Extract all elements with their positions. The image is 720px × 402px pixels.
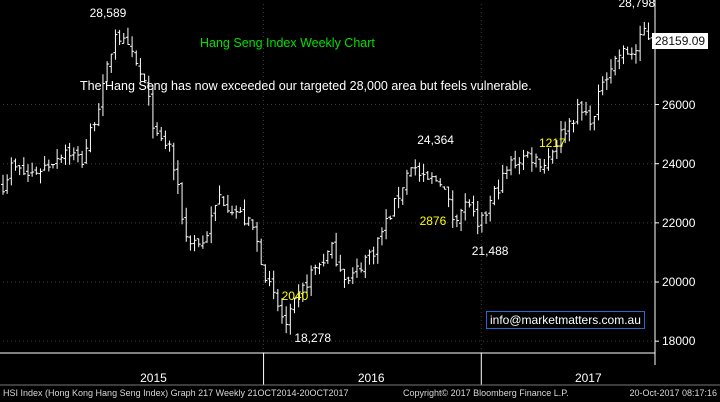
axes <box>0 0 720 386</box>
last-value-label: 28159.09 <box>652 32 709 49</box>
chart-subtitle: The Hang Seng has now exceeded our targe… <box>80 79 532 93</box>
gridlines <box>3 4 655 353</box>
price-annotation: 24,364 <box>417 132 454 147</box>
y-tick-label: 18000 <box>662 334 696 349</box>
price-annotation: 28,589 <box>89 5 127 20</box>
price-bars <box>1 21 655 335</box>
footer-copyright: Copyright© 2017 Bloomberg Finance L.P. <box>403 388 569 398</box>
y-tick-label: 24000 <box>662 156 696 171</box>
price-annotation: 18,278 <box>294 330 332 345</box>
y-tick-label: 22000 <box>662 215 696 230</box>
callout-label: 2040 <box>281 288 309 303</box>
footer-timestamp: 20-Oct-2017 08:17:16 <box>629 388 717 398</box>
callout-label: 1217 <box>539 136 566 151</box>
footer-bar: HSI Index (Hong Kong Hang Seng Index) Gr… <box>0 386 720 402</box>
watermark-email[interactable]: info@marketmatters.com.au <box>486 311 645 329</box>
y-tick-label: 20000 <box>662 275 696 290</box>
price-annotation: 28,798 <box>618 0 656 10</box>
x-tick-label: 2017 <box>574 371 602 385</box>
footer-left: HSI Index (Hong Kong Hang Seng Index) Gr… <box>3 388 349 398</box>
x-tick-label: 2015 <box>140 371 167 385</box>
chart-title: Hang Seng Index Weekly Chart <box>200 36 375 50</box>
y-tick-label: 26000 <box>662 97 696 112</box>
x-tick-label: 2016 <box>357 371 385 385</box>
price-annotation: 21,488 <box>471 244 509 258</box>
callout-label: 2876 <box>419 214 447 229</box>
